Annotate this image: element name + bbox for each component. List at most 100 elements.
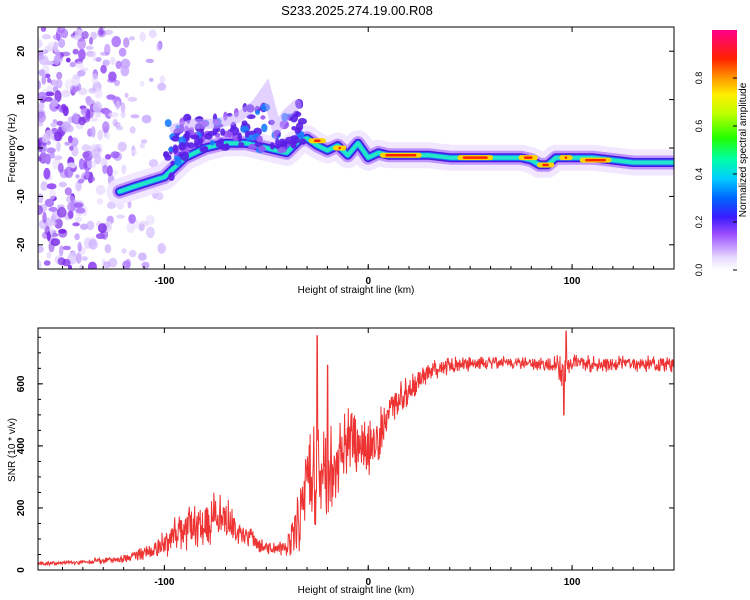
noise-blob [124,92,129,98]
noise-blob [145,58,154,64]
noise-blob [55,49,61,60]
noise-blob [75,207,86,214]
spectral-blob [189,134,200,140]
noise-blob [90,126,96,138]
noise-blob [115,100,121,111]
noise-blob [139,32,146,42]
noise-blob [92,50,97,63]
spectral-blob [274,144,281,150]
noise-blob [46,251,52,259]
spectral-blob [174,158,182,166]
spectral-blob [215,141,225,148]
noise-blob [146,226,155,238]
noise-blob [97,129,104,141]
spectral-blob [193,142,199,148]
noise-blob [49,221,57,226]
noise-blob [104,43,111,56]
noise-blob [116,214,125,219]
noise-blob [42,211,47,224]
noise-blob [46,147,56,154]
spectral-blob [170,160,175,166]
y-tick-label: 0 [16,145,27,151]
colorbar-tick-label: 0.8 [694,72,704,85]
noise-blob [40,181,48,191]
spectral-blob [179,151,190,161]
noise-blob [120,102,126,113]
noise-blob [41,75,47,85]
noise-blob [78,48,86,61]
noise-blob [141,139,148,144]
noise-blob [98,27,104,36]
y-tick-label: 400 [16,437,27,454]
noise-blob [96,198,104,205]
noise-blob [102,59,110,66]
noise-blob [104,29,114,36]
y-tick-label: 20 [16,45,27,57]
x-tick-label: 0 [365,577,371,588]
noise-blob [91,148,100,159]
noise-blob [60,51,71,57]
noise-blob [129,126,136,134]
noise-blob [54,90,62,103]
noise-blob [95,184,106,196]
noise-blob [148,159,159,168]
noise-blob [91,160,97,169]
noise-blob [42,34,51,40]
noise-blob [127,96,138,102]
spectral-blob [258,145,266,152]
noise-blob [71,75,80,87]
upper-branch-halo [169,78,302,141]
y-tick-label: 200 [16,499,27,516]
noise-blob [112,118,118,127]
colorbar-tick-label: 0.6 [694,120,704,133]
spectral-blob [278,138,287,147]
noise-blob [74,216,83,223]
spectral-blob [298,138,307,145]
noise-blob [128,249,137,258]
noise-blob [115,60,122,70]
noise-blob [117,141,127,152]
noise-blob [120,111,126,119]
noise-blob [38,142,43,153]
spectral-blob [295,122,304,132]
spectral-blob [183,113,192,122]
spectral-blob [164,119,172,128]
noise-blob [106,165,113,177]
noise-blob [38,245,44,253]
noise-blob [102,261,111,269]
spectrogram-ylabel: Frequency (Hz) [7,114,18,183]
noise-blob [69,145,74,151]
noise-blob [57,27,65,34]
noise-blob [44,129,54,140]
noise-blob [38,91,47,101]
noise-blob [106,94,116,100]
noise-blob [102,164,108,174]
spectral-blob [168,172,175,182]
noise-blob [155,192,164,201]
noise-blob [62,105,69,117]
noise-blob [157,242,166,254]
noise-blob [54,155,63,161]
spectral-blob [207,130,217,136]
noise-blob [108,71,117,82]
noise-blob [81,256,88,261]
noise-blob [85,167,90,179]
noise-blob [75,252,82,264]
noise-blob [50,99,59,108]
spectral-blob [260,115,266,120]
noise-blob [56,120,64,126]
spectral-blob [220,128,226,136]
spectral-blob [199,146,207,153]
noise-blob [74,233,80,241]
noise-blob [56,71,63,80]
y-tick-label: -20 [16,237,27,252]
noise-blob [127,200,132,209]
spectral-blob [172,144,179,154]
spectral-blob [256,135,263,143]
noise-blob [46,183,57,190]
noise-blob [89,37,93,45]
noise-blob [138,220,149,228]
x-tick-label: 100 [564,276,581,287]
x-tick-label: 100 [564,577,581,588]
